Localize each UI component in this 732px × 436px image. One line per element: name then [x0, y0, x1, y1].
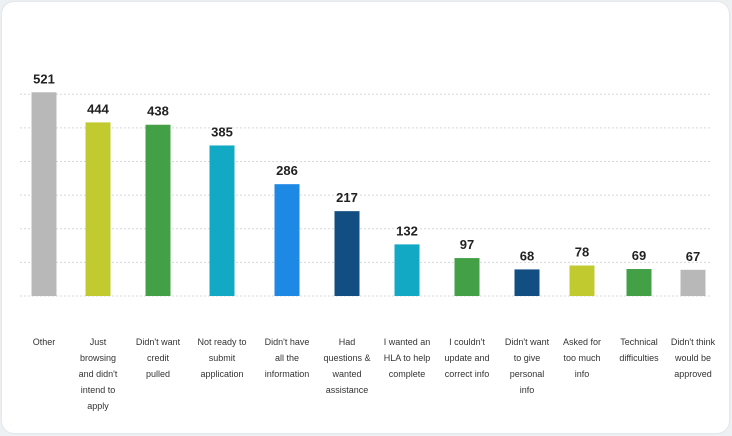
bar: [394, 244, 420, 296]
value-label: 217: [336, 190, 358, 205]
bars: [31, 92, 706, 296]
category-label: Had questions & wanted assistance: [323, 337, 370, 395]
value-label: 97: [460, 237, 474, 252]
bar: [85, 122, 111, 296]
bar: [274, 184, 300, 296]
value-label: 521: [33, 71, 55, 86]
value-label: 385: [211, 124, 233, 139]
category-label: Just browsing and didn't intend to apply: [79, 337, 118, 411]
bar: [626, 269, 652, 296]
category-label: Didn't want credit pulled: [136, 337, 181, 379]
category-label: Other: [33, 337, 56, 347]
bar: [514, 269, 540, 296]
category-label: I couldn't update and correct info: [444, 337, 489, 379]
value-label: 68: [520, 248, 534, 263]
value-label: 444: [87, 101, 109, 116]
value-label: 67: [686, 249, 700, 264]
bar: [334, 211, 360, 296]
bar: [680, 269, 706, 296]
category-labels: Other Just browsing and didn't intend to appl…: [33, 337, 716, 411]
category-label: Technical difficulties: [619, 337, 659, 363]
category-label: I wanted an HLA to help complete: [384, 337, 431, 379]
category-label: Didn't have all the information: [265, 337, 310, 379]
bar: [569, 265, 595, 296]
category-label: Not ready to submit application: [197, 337, 246, 379]
bar: [454, 258, 480, 296]
value-label: 132: [396, 223, 418, 238]
bar: [145, 124, 171, 296]
value-label: 286: [276, 163, 298, 178]
value-labels: 521 444 438 385 286 217 132 97 68 78 69 67: [33, 71, 700, 264]
bar: [31, 92, 57, 296]
value-label: 69: [632, 248, 646, 263]
category-label: Didn't want to give personal info: [505, 337, 550, 395]
category-label: Didn't think would be approved: [671, 337, 716, 379]
value-label: 78: [575, 245, 589, 260]
category-label: Asked for too much info: [563, 337, 601, 379]
value-label: 438: [147, 104, 169, 119]
gridlines: [20, 93, 712, 297]
bar: [209, 145, 235, 296]
